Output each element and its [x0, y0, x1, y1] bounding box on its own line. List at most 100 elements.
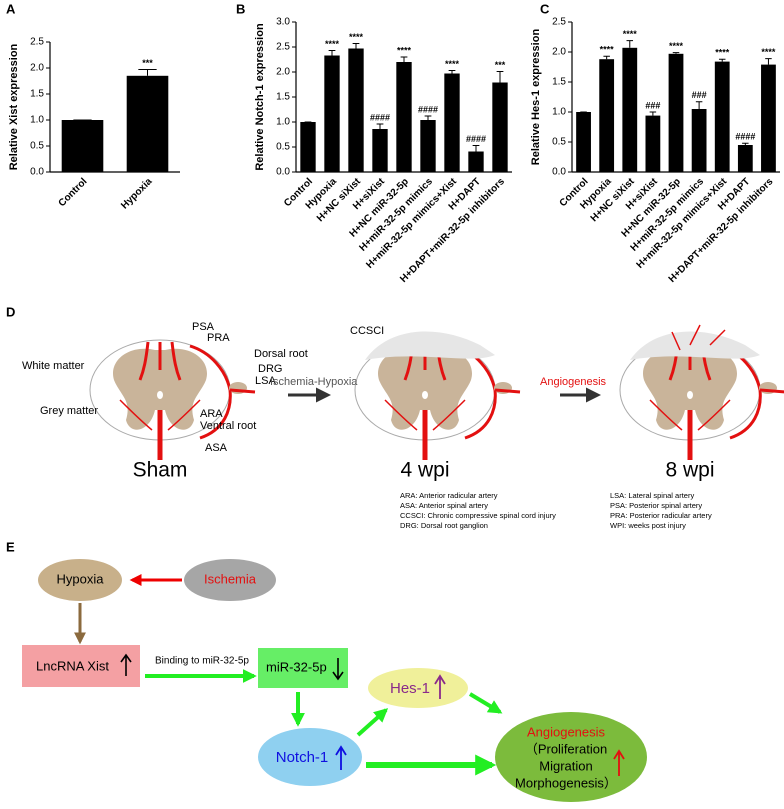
error-bar: [352, 43, 360, 49]
label: ARA: [200, 408, 223, 420]
significance: ***: [495, 60, 506, 70]
label: ASA: [205, 442, 228, 454]
panel-d: D PSA PRA Dorsal root DRG LSA White matt…: [6, 304, 784, 530]
bar: [576, 112, 591, 172]
bar: [492, 82, 508, 172]
arrow-label: Ischemia-Hypoxia: [270, 376, 358, 388]
panel-letter: E: [6, 539, 15, 554]
label: PSA: [192, 321, 215, 333]
y-tick-label: 2.5: [276, 42, 290, 53]
label: CCSCI: [350, 325, 384, 337]
y-tick-label: 1.0: [276, 117, 290, 128]
significance: ####: [735, 132, 755, 142]
bar: [324, 55, 340, 172]
outcome-label: Morphogenesis）: [515, 775, 617, 790]
error-bar: [765, 58, 772, 65]
significance: ###: [692, 90, 707, 100]
bar: [468, 151, 484, 172]
y-axis-label: Relative Notch-1 expression: [254, 23, 266, 171]
bar: [761, 64, 776, 172]
significance: ****: [325, 39, 340, 49]
legend-item: ARA: Anterior radicular artery: [400, 491, 498, 500]
bar: [372, 129, 388, 172]
y-tick-label: 2.5: [30, 37, 44, 48]
node: [258, 728, 362, 786]
y-tick-label: 0.0: [276, 167, 290, 178]
bar: [444, 73, 460, 172]
node-label: Hes-1: [390, 680, 430, 697]
cord-4wpi: [355, 340, 520, 460]
bar: [420, 120, 436, 172]
arrow: [468, 692, 503, 714]
error-bar: [496, 71, 504, 83]
error-bar: [328, 50, 336, 56]
up-arrow: [335, 745, 347, 770]
bar: [668, 53, 684, 172]
significance: ****: [397, 45, 412, 55]
outcome-label: Angiogenesis: [527, 724, 606, 739]
y-tick-label: 2.5: [552, 17, 566, 28]
error-bar: [603, 55, 610, 60]
y-tick-label: 0.5: [552, 137, 566, 148]
error-bar: [672, 52, 680, 54]
label: White matter: [22, 360, 85, 372]
arrow: [356, 708, 389, 737]
significance: ****: [623, 29, 638, 39]
bar: [348, 48, 364, 172]
y-tick-label: 1.5: [552, 77, 566, 88]
panel-letter: B: [236, 1, 245, 16]
bar: [396, 62, 412, 172]
y-tick-label: 0.5: [30, 141, 44, 152]
error-bar: [448, 70, 456, 74]
legend-item: ASA: Anterior spinal artery: [400, 501, 488, 510]
node: [22, 645, 140, 687]
compression: [365, 331, 495, 360]
node-label: Notch-1: [276, 749, 329, 766]
x-tick-label: Hypoxia: [119, 176, 155, 212]
significance: ***: [142, 58, 153, 68]
node: [368, 668, 468, 708]
node: [184, 559, 276, 601]
label: Dorsal root: [254, 348, 308, 360]
label: PRA: [207, 332, 230, 344]
stage: 8 wpi: [665, 459, 714, 482]
label: Grey matter: [40, 405, 98, 417]
y-tick-label: 2.0: [30, 63, 44, 74]
label: LSA: [255, 375, 276, 387]
down-arrow: [332, 658, 344, 681]
cord-sham: [90, 340, 255, 460]
significance: ####: [370, 112, 390, 122]
y-tick-label: 3.0: [276, 17, 290, 28]
error-bar: [472, 145, 480, 152]
node-label: LncRNA Xist: [36, 658, 109, 673]
bar: [61, 120, 104, 172]
error-bar: [626, 40, 634, 48]
significance: ****: [349, 32, 364, 42]
outcome-label: Migration: [539, 758, 592, 773]
y-tick-label: 0.5: [276, 142, 290, 153]
stage: Sham: [133, 459, 188, 482]
bar: [300, 122, 316, 172]
bar: [645, 115, 661, 172]
bar: [714, 61, 730, 172]
legend-item: LSA: Lateral spinal artery: [610, 491, 694, 500]
y-tick-label: 0.0: [30, 167, 44, 178]
stage: 4 wpi: [400, 459, 449, 482]
y-tick-label: 2.0: [552, 47, 566, 58]
legend-item: DRG: Dorsal root ganglion: [400, 521, 488, 530]
outcome-label: （Proliferation: [525, 741, 607, 756]
legend-item: WPI: weeks post injury: [610, 521, 686, 530]
legend-item: PRA: Posterior radicular artery: [610, 511, 712, 520]
significance: ****: [600, 45, 615, 55]
bar: [737, 145, 753, 172]
panel-letter: C: [540, 1, 550, 16]
y-tick-label: 0.0: [552, 167, 566, 178]
compression: [630, 331, 760, 360]
error-bar: [138, 69, 157, 76]
cord-8wpi: [620, 340, 784, 460]
significance: ####: [418, 104, 438, 114]
up-arrow: [120, 653, 132, 676]
error-bar: [376, 123, 384, 129]
error-bar: [649, 111, 657, 116]
